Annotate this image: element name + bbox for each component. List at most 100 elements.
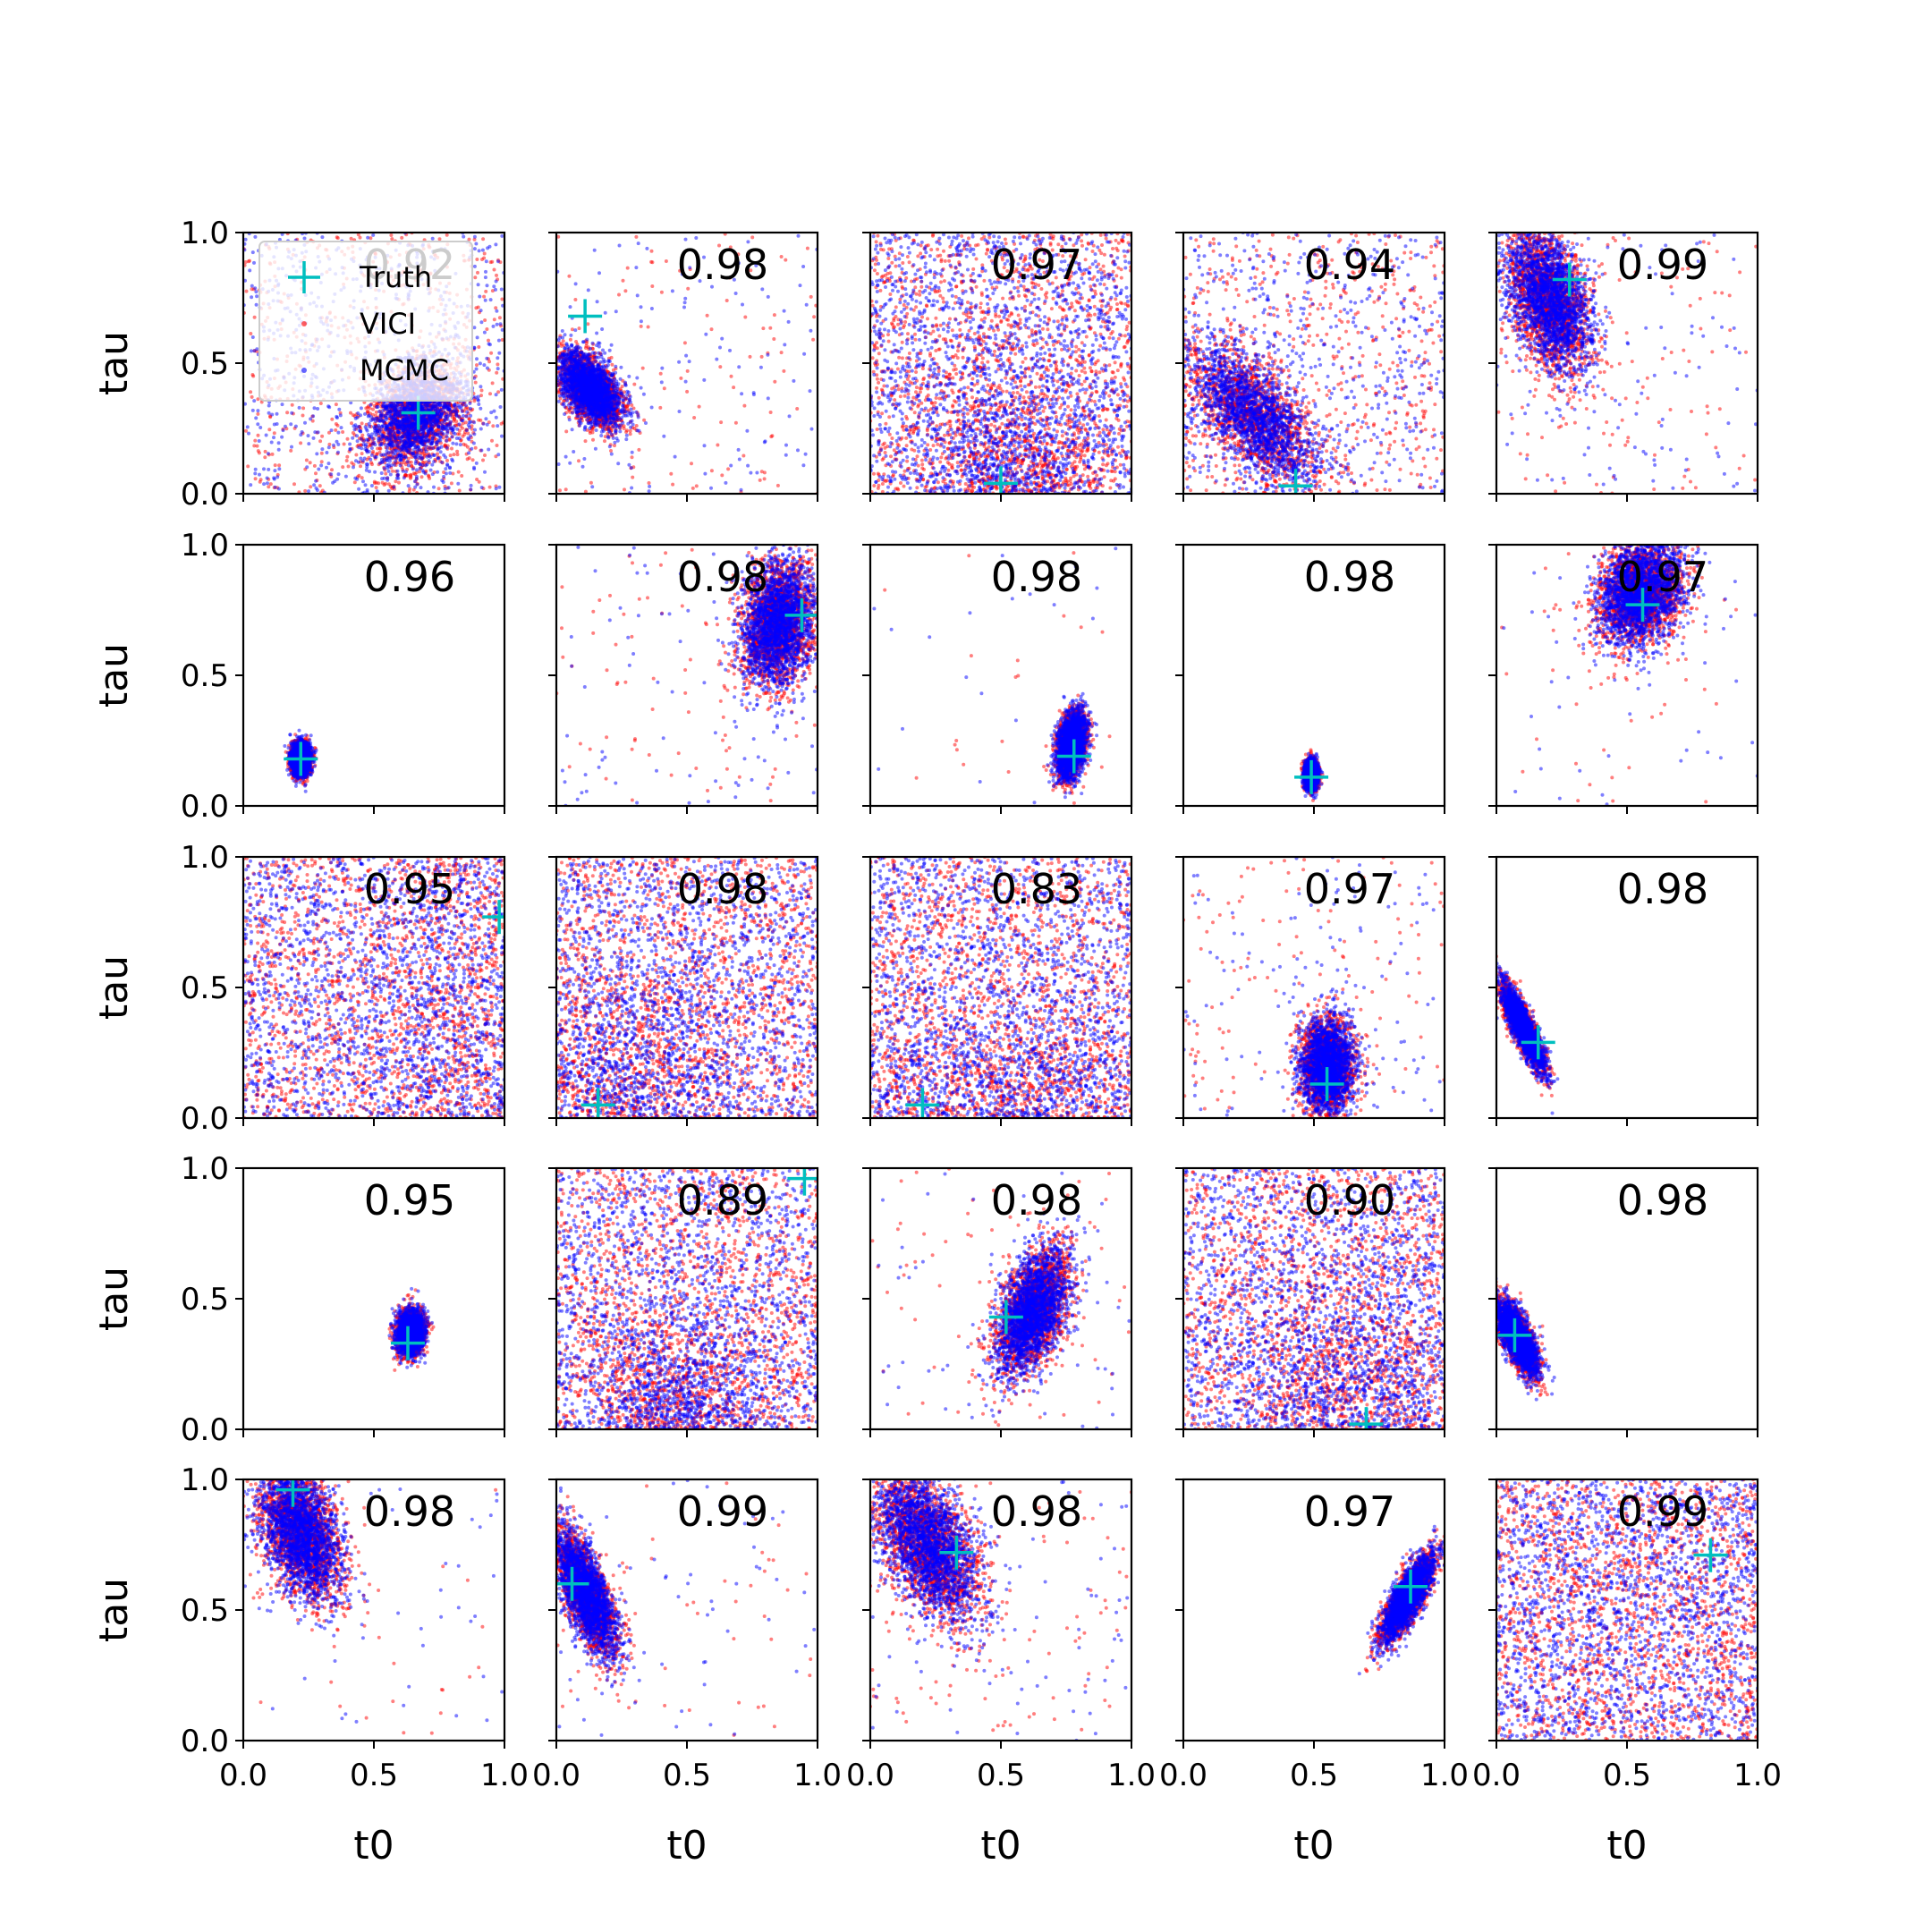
- y-axis-label: tau: [91, 955, 137, 1020]
- x-axis-label: t0: [1606, 1823, 1647, 1868]
- subplot-16: 0.0 0.5 1.0 tau 0.95: [91, 1151, 504, 1448]
- subplot-15: 0.98: [1485, 857, 1758, 1126]
- overlap-metric: 0.98: [1617, 1176, 1708, 1224]
- y-tick-label: 1.0: [181, 216, 229, 251]
- overlap-metric: 0.98: [991, 1176, 1082, 1224]
- overlap-metric: 0.97: [991, 241, 1082, 289]
- y-tick-label: 1.0: [181, 840, 229, 876]
- overlap-metric: 0.95: [364, 865, 455, 913]
- subplot-12: 0.98: [542, 849, 825, 1126]
- sample-points: [387, 1287, 435, 1372]
- y-tick-label: 0.0: [181, 1101, 229, 1137]
- sample-points: [1358, 1525, 1455, 1675]
- subplot-17: 0.89: [544, 1162, 829, 1437]
- x-tick-label: 0.0: [1472, 1758, 1521, 1793]
- x-tick-label: 1.0: [793, 1758, 842, 1793]
- overlap-metric: 0.98: [364, 1487, 455, 1536]
- subplot-5: 0.99: [1482, 218, 1759, 502]
- sample-points: [1481, 1271, 1555, 1402]
- overlap-metric: 0.96: [364, 553, 455, 601]
- overlap-metric: 0.98: [991, 1487, 1082, 1536]
- y-tick-label: 1.0: [181, 1462, 229, 1498]
- subplot-21: 0.00.0 0.5 0.5 1.0 1.0 tau t0 0.98: [91, 1462, 529, 1868]
- subplot-23: 0.0 0.5 1.0 t0 0.98: [846, 1465, 1156, 1868]
- overlap-metric: 0.98: [1304, 553, 1395, 601]
- overlap-metric: 0.83: [991, 865, 1082, 913]
- y-tick-label: 0.5: [181, 1593, 229, 1629]
- subplot-8: 0.98: [862, 545, 1131, 814]
- x-tick-label: 0.5: [663, 1758, 711, 1793]
- x-tick-label: 0.0: [219, 1758, 267, 1793]
- overlap-metric: 0.97: [1304, 865, 1395, 913]
- y-axis-label: tau: [91, 1267, 137, 1331]
- overlap-metric: 0.97: [1304, 1487, 1395, 1536]
- y-tick-label: 0.5: [181, 970, 229, 1006]
- x-axis-label: t0: [353, 1823, 394, 1868]
- x-tick-label: 1.0: [1107, 1758, 1156, 1793]
- overlap-metric: 0.94: [1304, 241, 1395, 289]
- overlap-metric: 0.99: [1617, 1487, 1708, 1536]
- x-tick-label: 0.0: [846, 1758, 894, 1793]
- overlap-metric: 0.98: [677, 865, 768, 913]
- subplot-11: 0.0 0.5 1.0 tau 0.95: [91, 840, 519, 1137]
- subplot-6: 0.0 0.5 1.0 tau 0.96: [91, 528, 504, 825]
- subplot-19: 0.90: [1170, 1166, 1459, 1441]
- legend: Truth VICI MCMC: [259, 242, 472, 401]
- subplot-4: 0.94: [1170, 231, 1445, 507]
- overlap-metric: 0.89: [677, 1176, 768, 1224]
- mcmc-legend-icon: [301, 368, 307, 373]
- x-axis-label: t0: [980, 1823, 1021, 1868]
- x-tick-label: 0.0: [1159, 1758, 1208, 1793]
- y-tick-label: 0.5: [181, 346, 229, 382]
- subplot-14: 0.97: [1175, 855, 1445, 1131]
- overlap-metric: 0.98: [677, 241, 768, 289]
- y-tick-label: 0.0: [181, 789, 229, 825]
- sample-points: [1294, 748, 1328, 802]
- x-tick-label: 0.5: [977, 1758, 1025, 1793]
- x-tick-label: 0.5: [1603, 1758, 1651, 1793]
- subplot-2: 0.98: [542, 233, 819, 502]
- y-tick-label: 0.0: [181, 477, 229, 513]
- sample-points: [283, 729, 318, 793]
- overlap-metric: 0.98: [1617, 865, 1708, 913]
- x-axis-label: t0: [666, 1823, 707, 1868]
- y-tick-label: 0.0: [181, 1412, 229, 1448]
- overlap-metric: 0.98: [991, 553, 1082, 601]
- overlap-metric: 0.97: [1617, 553, 1708, 601]
- y-tick-label: 1.0: [181, 528, 229, 564]
- overlap-metric: 0.90: [1304, 1176, 1395, 1224]
- y-axis-label: tau: [91, 1578, 137, 1642]
- y-tick-label: 0.5: [181, 1282, 229, 1318]
- subplot-7: 0.98: [548, 533, 832, 814]
- legend-label: Truth: [359, 260, 432, 294]
- y-tick-label: 1.0: [181, 1151, 229, 1187]
- x-tick-label: 0.5: [350, 1758, 398, 1793]
- legend-label: VICI: [360, 307, 416, 341]
- y-axis-label: tau: [91, 331, 137, 395]
- overlap-metric: 0.98: [677, 553, 768, 601]
- x-tick-label: 1.0: [1420, 1758, 1469, 1793]
- overlap-metric: 0.99: [677, 1487, 768, 1536]
- y-tick-label: 0.0: [181, 1724, 229, 1759]
- subplot-3: 0.97: [857, 231, 1145, 502]
- subplot-25: 0.0 0.5 1.0 t0 0.99: [1472, 1465, 1782, 1868]
- x-axis-label: t0: [1293, 1823, 1334, 1868]
- x-tick-label: 1.0: [480, 1758, 529, 1793]
- y-tick-label: 0.5: [181, 658, 229, 694]
- x-tick-label: 0.5: [1290, 1758, 1338, 1793]
- legend-label: MCMC: [360, 353, 449, 387]
- subplot-9: 0.98: [1175, 545, 1445, 814]
- overlap-metric: 0.95: [364, 1176, 455, 1224]
- subplot-13: 0.83: [857, 855, 1147, 1126]
- x-tick-label: 1.0: [1733, 1758, 1782, 1793]
- subplot-18: 0.98: [862, 1167, 1131, 1437]
- x-tick-label: 0.0: [532, 1758, 580, 1793]
- overlap-metric: 0.99: [1617, 241, 1708, 289]
- truth-marker: [1693, 1538, 1727, 1572]
- truth-marker: [1294, 760, 1328, 794]
- subplot-24: 0.0 0.5 1.0 t0 0.97: [1159, 1479, 1469, 1868]
- y-axis-label: tau: [91, 643, 137, 708]
- subplot-10: 0.97: [1488, 530, 1759, 815]
- subplot-22: 0.0 0.5 1.0 t0 0.99: [532, 1479, 842, 1868]
